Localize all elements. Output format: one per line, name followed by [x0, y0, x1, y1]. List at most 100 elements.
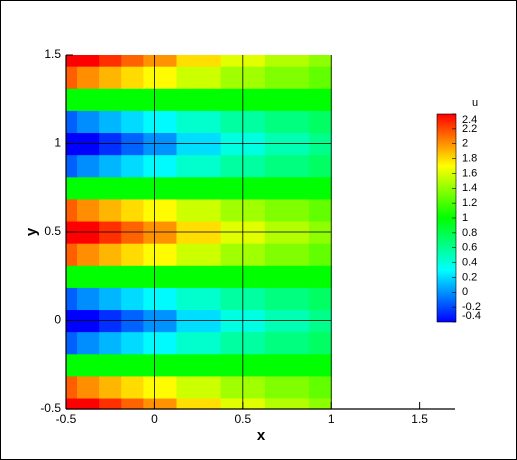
contour-cell — [143, 265, 178, 288]
contour-cell — [176, 176, 222, 200]
contour-cell — [264, 154, 310, 178]
contour-cell — [176, 154, 222, 178]
contour-cell — [176, 287, 222, 311]
contour-cell — [99, 243, 122, 266]
contour-cell — [309, 287, 332, 311]
contour-cell — [66, 176, 78, 200]
contour-cell — [309, 176, 332, 200]
colorbar-tick-label: -0.2 — [462, 301, 481, 313]
contour-cell — [121, 66, 144, 89]
contour-cell — [77, 198, 100, 222]
x-tick-label: 0 — [151, 412, 158, 426]
contour-cell — [176, 55, 222, 67]
contour-cell — [309, 110, 332, 134]
contour-cell — [143, 154, 178, 178]
colorbar-tick-label: 0.4 — [462, 256, 477, 268]
contour-cell — [99, 110, 122, 134]
contour-cell — [309, 397, 332, 410]
colorbar-tick-label: 2.4 — [462, 114, 477, 126]
contour-cell — [77, 331, 100, 355]
contour-cell — [176, 110, 222, 134]
y-tick-label: 1 — [54, 136, 61, 150]
contour-cell — [99, 88, 122, 111]
y-tick-label: 0.5 — [44, 224, 61, 238]
contour-cell — [66, 375, 78, 399]
colorbar-tick-label: 0.2 — [462, 271, 477, 283]
contour-cell — [143, 375, 178, 399]
contour-cell — [99, 55, 122, 67]
contour-cell — [99, 353, 122, 377]
contour-cell — [309, 66, 332, 89]
contour-cell — [66, 110, 78, 134]
contour-cell — [66, 55, 78, 67]
contour-cell — [143, 176, 178, 200]
y-tick-label: 1.5 — [44, 47, 61, 61]
contour-cell — [66, 353, 78, 377]
colorbar-tick-label: 1.4 — [462, 182, 477, 194]
contour-cell — [66, 88, 78, 111]
contour-cell — [77, 265, 100, 288]
colorbar-tick-label: -0.4 — [462, 310, 481, 322]
contour-cell — [99, 66, 122, 89]
x-tick-label: -0.5 — [56, 412, 77, 426]
contour-cell — [176, 88, 222, 111]
colorbar-tick-label: 0.6 — [462, 242, 477, 254]
contour-cell — [121, 265, 144, 288]
contour-cell — [77, 55, 100, 67]
contour-cell — [121, 375, 144, 399]
contour-cell — [264, 55, 310, 67]
contour-cell — [121, 55, 144, 67]
contour-cell — [309, 198, 332, 222]
contour-cell — [66, 397, 78, 410]
contour-cell — [77, 375, 100, 399]
contour-cell — [66, 198, 78, 222]
contour-cell — [143, 198, 178, 222]
contour-cell — [99, 154, 122, 178]
contour-cell — [143, 55, 178, 67]
contour-cell — [264, 110, 310, 134]
contour-cell — [121, 287, 144, 311]
colorbar-tick-label: 1.8 — [462, 152, 477, 164]
contour-cell — [176, 66, 222, 89]
contour-cell — [176, 265, 222, 288]
colorbar-tick-label: 1 — [462, 212, 468, 224]
contour-cell — [99, 265, 122, 288]
contour-cell — [121, 176, 144, 200]
contour-cell — [143, 88, 178, 111]
contour-cell — [309, 265, 332, 288]
contour-cell — [309, 375, 332, 399]
contour-cell — [176, 397, 222, 410]
colorbar-tick-label: 0 — [462, 286, 468, 298]
y-tick-label: -0.5 — [40, 401, 61, 415]
contour-cell — [264, 66, 310, 89]
contour-cell — [264, 397, 310, 410]
contour-cell — [121, 331, 144, 355]
contour-cell — [309, 331, 332, 355]
contour-cell — [77, 397, 100, 410]
contour-cell — [77, 88, 100, 111]
contour-cell — [77, 154, 100, 178]
contour-cell — [309, 243, 332, 266]
contour-cell — [176, 353, 222, 377]
contour-cell — [143, 243, 178, 266]
contour-cell — [99, 176, 122, 200]
contour-cell — [264, 176, 310, 200]
contour-cell — [99, 375, 122, 399]
contour-cell — [309, 55, 332, 67]
contour-cell — [264, 331, 310, 355]
contour-cell — [121, 243, 144, 266]
contour-cell — [99, 287, 122, 311]
y-tick-label: 0 — [54, 313, 61, 327]
contour-cell — [143, 287, 178, 311]
contour-cell — [309, 88, 332, 111]
contour-cell — [66, 66, 78, 89]
contour-cell — [121, 397, 144, 410]
contour-cell — [77, 176, 100, 200]
contour-cell — [264, 265, 310, 288]
colorbar-title: u — [472, 97, 478, 109]
contour-cell — [77, 243, 100, 266]
contour-cell — [77, 66, 100, 89]
contour-cell — [121, 88, 144, 111]
contour-cell — [99, 397, 122, 410]
